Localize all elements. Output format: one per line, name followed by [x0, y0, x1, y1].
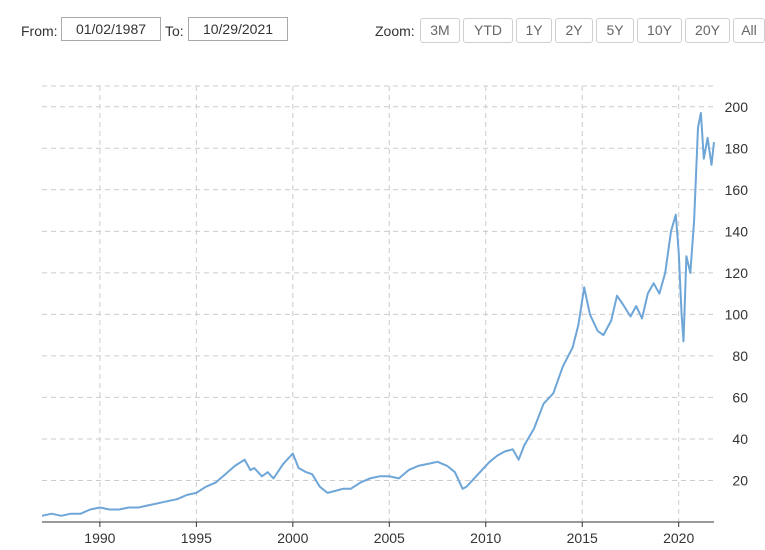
x-tick-label: 2005: [374, 530, 405, 546]
x-tick-label: 2010: [470, 530, 501, 546]
zoom-ytd-button[interactable]: YTD: [463, 18, 513, 43]
zoom-2y-button[interactable]: 2Y: [555, 18, 593, 43]
from-label: From:: [21, 23, 58, 39]
x-tick-label: 2000: [277, 530, 308, 546]
zoom-1y-button[interactable]: 1Y: [516, 18, 552, 43]
zoom-5y-button[interactable]: 5Y: [596, 18, 634, 43]
y-tick-label: 180: [725, 140, 749, 156]
x-tick-label: 2020: [663, 530, 694, 546]
y-tick-label: 80: [732, 348, 748, 364]
zoom-3m-button[interactable]: 3M: [420, 18, 460, 43]
axes: 20 40 60 80 100 120 140 160 180 200 1990 1995 2000 20…: [42, 99, 748, 546]
zoom-all-button[interactable]: All: [733, 18, 765, 43]
y-tick-label: 60: [732, 389, 748, 405]
series-line: [41, 112, 715, 517]
y-tick-label: 40: [732, 431, 748, 447]
grid: [42, 85, 714, 522]
range-selector-toolbar: From: 01/02/1987 To: 10/29/2021 Zoom: 3M…: [0, 0, 765, 50]
y-tick-label: 100: [725, 306, 749, 322]
x-tick-label: 1995: [181, 530, 212, 546]
to-label: To:: [165, 23, 184, 39]
x-tick-label: 1990: [84, 530, 115, 546]
y-tick-label: 120: [725, 265, 749, 281]
y-tick-label: 160: [725, 182, 749, 198]
to-date-input[interactable]: 10/29/2021: [188, 17, 288, 41]
x-tick-label: 2015: [567, 530, 598, 546]
y-tick-label: 140: [725, 223, 749, 239]
zoom-label: Zoom:: [375, 23, 415, 39]
zoom-10y-button[interactable]: 10Y: [637, 18, 682, 43]
from-date-input[interactable]: 01/02/1987: [61, 17, 161, 41]
zoom-20y-button[interactable]: 20Y: [685, 18, 730, 43]
y-tick-label: 200: [725, 99, 749, 115]
series: [41, 112, 715, 517]
y-tick-label: 20: [732, 472, 748, 488]
